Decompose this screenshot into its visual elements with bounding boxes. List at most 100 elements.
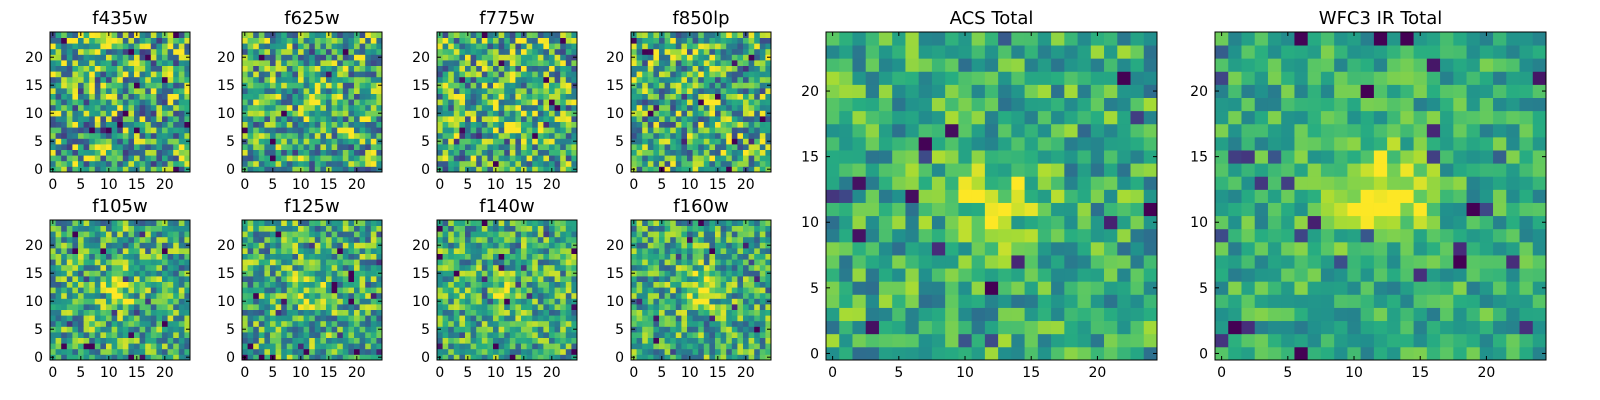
heatmap-cell bbox=[370, 264, 377, 271]
heatmap-cell bbox=[178, 309, 185, 316]
heatmap-cell bbox=[242, 37, 248, 44]
heatmap-cell bbox=[448, 315, 455, 322]
heatmap-cell bbox=[687, 270, 693, 277]
heatmap-cell bbox=[370, 166, 377, 173]
heatmap-cell bbox=[72, 270, 79, 277]
heatmap-cell bbox=[664, 71, 671, 78]
heatmap-cell bbox=[134, 276, 140, 282]
heatmap-cell bbox=[145, 138, 152, 145]
heatmap-cell bbox=[453, 315, 460, 322]
heatmap-cell bbox=[487, 144, 494, 150]
heatmap-cell bbox=[253, 54, 260, 61]
heatmap-cell bbox=[66, 231, 73, 238]
heatmap-cell bbox=[78, 99, 84, 106]
heatmap-cell bbox=[442, 248, 449, 254]
heatmap-cell bbox=[134, 43, 140, 50]
heatmap-cell bbox=[481, 116, 488, 122]
heatmap-cell bbox=[698, 276, 705, 282]
heatmap-cell bbox=[89, 320, 96, 327]
heatmap-cell bbox=[698, 304, 705, 310]
heatmap-cell bbox=[247, 104, 254, 111]
heatmap-cell bbox=[61, 76, 68, 83]
heatmap-cell bbox=[83, 121, 90, 128]
heatmap-cell bbox=[365, 132, 372, 139]
heatmap-cell bbox=[50, 160, 56, 167]
heatmap-cell bbox=[642, 348, 649, 355]
heatmap-cell bbox=[134, 348, 140, 355]
heatmap-cell bbox=[111, 99, 118, 106]
heatmap-cell bbox=[642, 155, 649, 162]
heatmap-cell bbox=[184, 337, 191, 344]
heatmap-cell bbox=[342, 149, 349, 156]
heatmap-cell bbox=[453, 220, 460, 226]
heatmap-cell bbox=[117, 82, 124, 89]
heatmap-cell bbox=[162, 309, 168, 316]
heatmap-cell bbox=[470, 281, 477, 288]
heatmap-cell bbox=[117, 76, 124, 83]
heatmap-cell bbox=[178, 37, 185, 44]
heatmap-cell bbox=[731, 37, 738, 44]
heatmap-cell bbox=[765, 93, 772, 100]
heatmap-cell bbox=[526, 276, 533, 282]
heatmap-cell bbox=[167, 43, 174, 50]
heatmap-cell bbox=[720, 132, 727, 139]
heatmap-cell bbox=[66, 298, 73, 305]
heatmap-cell bbox=[253, 236, 260, 243]
heatmap-cell bbox=[748, 348, 755, 355]
heatmap-cell bbox=[89, 127, 96, 134]
heatmap-cell bbox=[437, 253, 443, 260]
heatmap-cell bbox=[759, 326, 766, 333]
panel-title: f435w bbox=[92, 8, 147, 29]
heatmap-cell bbox=[94, 99, 101, 106]
heatmap-cell bbox=[111, 348, 118, 355]
heatmap-cell bbox=[167, 138, 174, 145]
heatmap-cell bbox=[145, 315, 152, 322]
heatmap-cell bbox=[487, 276, 494, 282]
heatmap-cell bbox=[145, 281, 152, 288]
heatmap-cell bbox=[442, 116, 449, 122]
heatmap-cell bbox=[543, 343, 550, 350]
heatmap-cell bbox=[258, 320, 265, 327]
heatmap-cell bbox=[526, 225, 533, 232]
heatmap-cell bbox=[303, 48, 310, 55]
heatmap-cell bbox=[509, 231, 516, 238]
heatmap-cell bbox=[111, 304, 118, 310]
heatmap-cell bbox=[365, 276, 372, 282]
heatmap-cell bbox=[642, 326, 649, 333]
heatmap-cell bbox=[78, 259, 84, 266]
heatmap-cell bbox=[298, 88, 304, 94]
heatmap-cell bbox=[532, 155, 539, 162]
heatmap-cell bbox=[134, 304, 140, 310]
heatmap-cell bbox=[481, 138, 488, 145]
heatmap-cell bbox=[765, 287, 772, 294]
heatmap-cell bbox=[470, 160, 477, 167]
heatmap-cell bbox=[184, 292, 191, 299]
heatmap-cell bbox=[178, 248, 185, 254]
heatmap-cell bbox=[537, 93, 544, 100]
heatmap-cell bbox=[765, 309, 772, 316]
heatmap-cell bbox=[543, 281, 550, 288]
heatmap-cell bbox=[94, 315, 101, 322]
heatmap-cell bbox=[653, 37, 660, 44]
heatmap-cell bbox=[437, 88, 443, 94]
heatmap-cell bbox=[55, 343, 62, 350]
heatmap-cell bbox=[178, 332, 185, 338]
heatmap-cell bbox=[100, 76, 107, 83]
heatmap-cell bbox=[348, 88, 355, 94]
heatmap-cell bbox=[139, 292, 146, 299]
heatmap-cell bbox=[359, 337, 366, 344]
heatmap-cell bbox=[78, 242, 84, 249]
heatmap-cell bbox=[543, 121, 550, 128]
heatmap-cell bbox=[150, 270, 157, 277]
heatmap-cell bbox=[286, 116, 293, 122]
heatmap-cell bbox=[309, 231, 316, 238]
heatmap-cell bbox=[275, 82, 282, 89]
heatmap-cell bbox=[442, 48, 449, 55]
heatmap-cell bbox=[370, 88, 377, 94]
heatmap-cell bbox=[543, 104, 550, 111]
heatmap-cell bbox=[636, 155, 643, 162]
heatmap-cell bbox=[720, 48, 727, 55]
y-tick-label: 0 bbox=[34, 162, 43, 178]
heatmap-cell bbox=[509, 225, 516, 232]
heatmap-cell bbox=[145, 99, 152, 106]
